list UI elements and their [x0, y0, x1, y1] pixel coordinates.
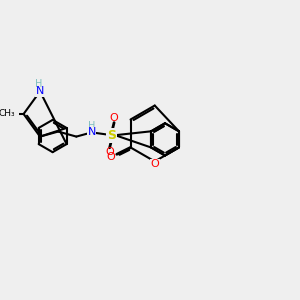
Text: H: H [34, 79, 42, 89]
Text: O: O [107, 152, 116, 162]
Text: O: O [105, 147, 114, 157]
Text: CH₃: CH₃ [0, 110, 15, 118]
Text: N: N [88, 128, 96, 137]
Text: S: S [107, 129, 116, 142]
Text: O: O [110, 113, 118, 123]
Text: H: H [88, 121, 95, 131]
Text: O: O [150, 159, 159, 169]
Text: N: N [36, 86, 44, 96]
